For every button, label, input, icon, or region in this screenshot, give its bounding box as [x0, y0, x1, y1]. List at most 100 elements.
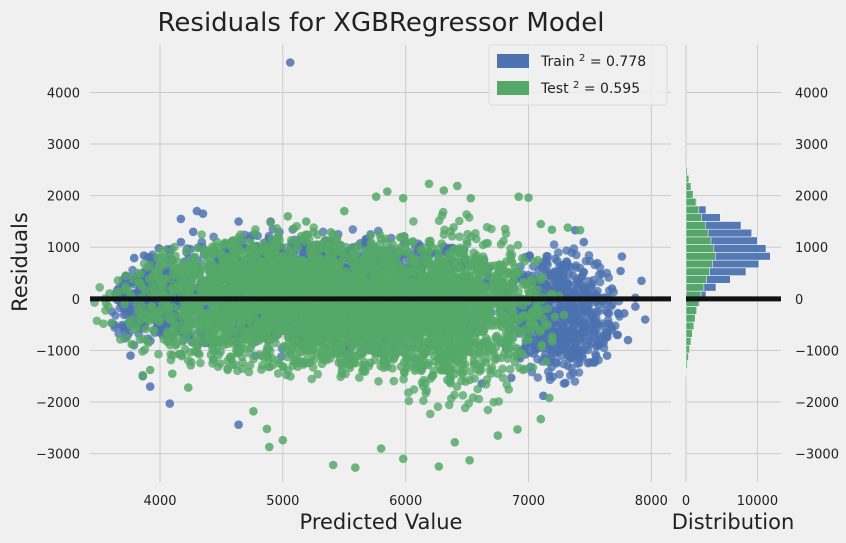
train-point	[126, 351, 135, 360]
train-point	[234, 420, 243, 430]
train-point	[602, 351, 612, 360]
train-point	[575, 334, 585, 344]
test-point	[396, 247, 406, 257]
test-point	[366, 231, 375, 240]
train-point	[570, 344, 579, 353]
test-point	[270, 333, 280, 343]
train-point	[165, 399, 175, 408]
test-point	[113, 276, 123, 285]
test-point	[255, 336, 264, 345]
test-point	[227, 354, 236, 364]
train-point	[129, 253, 139, 263]
train-point	[607, 284, 617, 293]
test-point	[92, 316, 102, 326]
train-point	[285, 58, 295, 67]
test-point	[180, 325, 190, 335]
test-point	[121, 271, 131, 281]
train-point	[567, 352, 577, 362]
test-point	[99, 319, 108, 329]
test-point	[337, 366, 347, 375]
train-point	[556, 302, 566, 311]
train-point	[613, 330, 623, 340]
test-point	[167, 326, 177, 336]
test-point	[293, 350, 302, 360]
test-point	[217, 338, 226, 348]
test-point	[317, 346, 327, 356]
test-point	[213, 362, 223, 372]
train-point	[554, 248, 563, 257]
test-point	[105, 289, 114, 298]
train-point	[125, 306, 134, 316]
test-point	[336, 372, 345, 382]
train-point	[568, 271, 578, 280]
test-point	[313, 369, 323, 379]
train-point	[548, 372, 558, 382]
train-point	[631, 302, 640, 311]
train-point	[557, 281, 567, 290]
test-point	[378, 349, 388, 358]
test-point	[244, 367, 254, 377]
test-point	[206, 350, 216, 360]
train-point	[561, 378, 570, 388]
train-point	[583, 358, 593, 368]
train-point	[118, 320, 127, 330]
train-point	[574, 368, 584, 377]
test-point	[133, 268, 142, 278]
test-point	[226, 336, 236, 346]
test-point	[309, 355, 319, 365]
train-point	[176, 237, 186, 247]
train-point	[176, 214, 186, 224]
train-point	[623, 335, 633, 345]
train-point	[611, 321, 620, 331]
train-point	[588, 279, 597, 289]
train-point	[581, 284, 590, 294]
train-point	[637, 276, 646, 286]
train-point	[599, 338, 608, 348]
train-point	[139, 251, 149, 260]
test-point	[258, 361, 267, 370]
test-point	[146, 314, 155, 324]
test-point	[286, 235, 296, 245]
test-point	[264, 355, 274, 364]
test-point	[95, 283, 104, 292]
train-point	[579, 237, 589, 247]
train-point	[602, 268, 612, 278]
test-point	[283, 366, 293, 375]
train-point	[570, 377, 580, 386]
train-point	[549, 240, 559, 249]
train-point	[604, 319, 613, 329]
test-point	[196, 358, 205, 368]
test-point	[154, 349, 163, 359]
train-point	[567, 363, 576, 373]
test-point	[273, 369, 283, 378]
train-point	[595, 277, 605, 287]
train-point	[575, 348, 585, 358]
train-point	[640, 315, 650, 324]
train-point	[533, 354, 542, 364]
train-point	[507, 373, 516, 383]
test-point	[401, 240, 411, 249]
test-point	[300, 348, 310, 357]
test-point	[166, 350, 175, 359]
train-point	[584, 251, 594, 260]
train-point	[620, 309, 629, 318]
train-point	[542, 258, 551, 267]
test-point	[134, 278, 143, 287]
train-point	[590, 356, 600, 366]
test-point	[245, 361, 255, 370]
train-point	[145, 382, 155, 391]
train-point	[554, 328, 564, 338]
test-point	[233, 366, 242, 376]
chart-title: Residuals for XGBRegressor Model	[158, 8, 605, 38]
train-point	[348, 225, 358, 234]
train-point	[566, 288, 576, 297]
train-point	[617, 252, 627, 261]
train-point	[533, 373, 543, 382]
train-point	[592, 307, 601, 316]
train-point	[593, 258, 602, 268]
test-point	[307, 374, 317, 384]
test-point	[366, 239, 375, 248]
train-point	[554, 337, 563, 347]
train-point	[573, 311, 583, 320]
